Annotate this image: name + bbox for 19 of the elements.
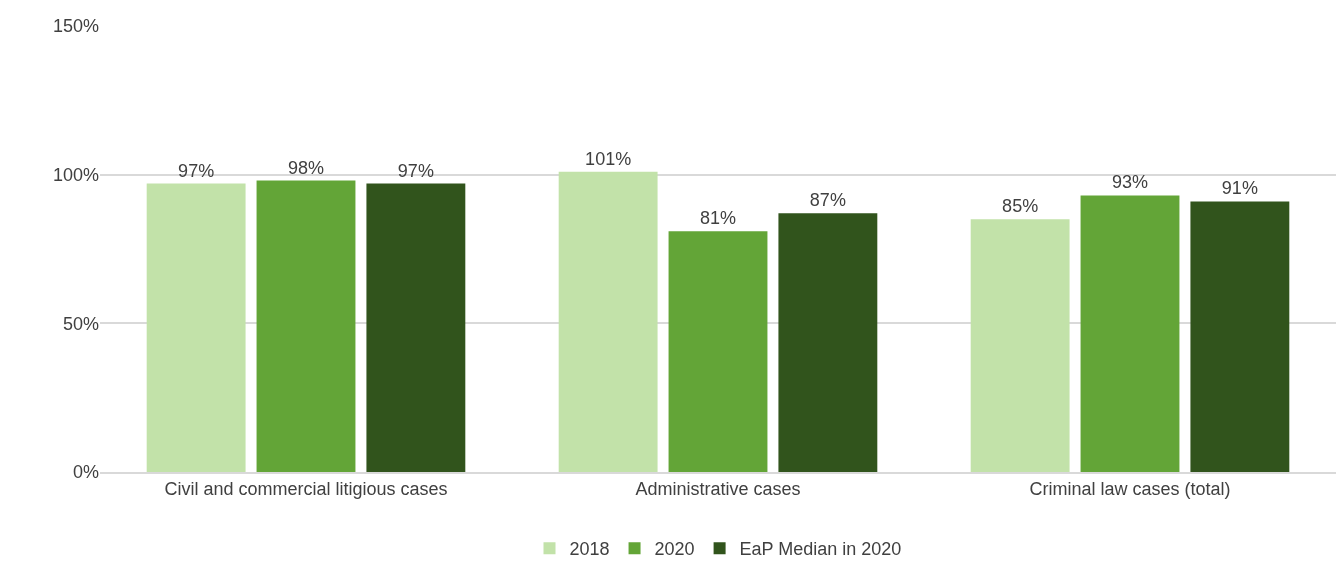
data-label: 101% <box>585 148 632 169</box>
y-tick-label: 100% <box>52 164 99 185</box>
x-tick-label: Administrative cases <box>635 479 801 500</box>
legend-label: EaP Median in 2020 <box>739 539 902 560</box>
data-label: 97% <box>178 160 215 181</box>
data-label: 93% <box>1111 172 1149 193</box>
data-label: 81% <box>699 208 737 229</box>
data-label: 97% <box>397 160 434 181</box>
legend-label: 2020 <box>654 539 695 560</box>
y-tick-label: 0% <box>72 462 99 483</box>
data-label: 91% <box>1221 178 1258 199</box>
legend-label: 2018 <box>569 539 610 560</box>
x-tick-label: Civil and commercial litigious cases <box>164 479 448 500</box>
data-label: 98% <box>287 157 325 178</box>
y-tick-label: 150% <box>52 16 99 37</box>
x-tick-label: Criminal law cases (total) <box>1029 479 1231 500</box>
data-label: 85% <box>1002 196 1039 217</box>
data-label: 87% <box>809 190 846 211</box>
y-tick-label: 50% <box>62 313 99 334</box>
